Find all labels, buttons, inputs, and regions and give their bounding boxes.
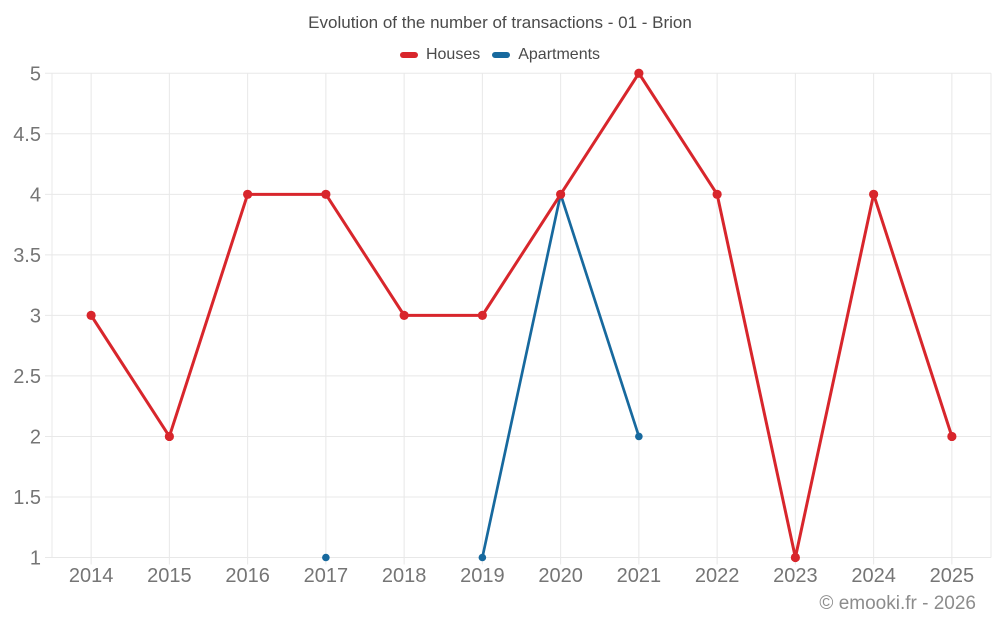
grid [45, 72, 992, 565]
apartments-series-swatch-icon [492, 52, 511, 58]
x-tick-label: 2017 [304, 565, 349, 587]
data-point-houses-2020[interactable] [556, 189, 566, 199]
x-tick-label: 2016 [225, 565, 270, 587]
y-tick-label: 2 [30, 426, 41, 448]
legend-label-apartments: Apartments [518, 46, 601, 63]
x-tick-label: 2021 [617, 565, 662, 587]
y-tick-label: 3.5 [13, 245, 41, 267]
y-tick-label: 2.5 [13, 366, 41, 388]
x-tick-label: 2018 [382, 565, 427, 587]
chart-title: Evolution of the number of transactions … [308, 13, 692, 32]
y-axis-labels: 1 1.5 2 2.5 3 3.5 4 4.5 5 [13, 63, 41, 569]
data-point-houses-2015[interactable] [164, 431, 174, 442]
y-tick-label: 1 [30, 548, 41, 570]
x-tick-label: 2024 [851, 565, 896, 587]
data-point-houses-2017[interactable] [321, 189, 331, 199]
x-tick-label: 2020 [538, 565, 583, 587]
x-tick-label: 2022 [695, 565, 740, 587]
chart-legend: Houses Apartments [0, 46, 1000, 64]
data-point-apartments-2019[interactable] [478, 553, 487, 562]
x-tick-label: 2025 [930, 565, 975, 587]
legend-label-houses: Houses [425, 46, 481, 63]
data-point-houses-2016[interactable] [243, 189, 253, 199]
series-line [89, 71, 954, 559]
data-point-houses-2021[interactable] [634, 68, 644, 78]
y-tick-label: 1.5 [13, 487, 41, 509]
y-tick-label: 5 [30, 63, 41, 85]
data-point-houses-2022[interactable] [712, 189, 722, 199]
series-houses [86, 68, 957, 563]
y-tick-label: 3 [30, 305, 41, 327]
houses-series-swatch-icon [399, 52, 418, 58]
x-tick-label: 2015 [147, 565, 192, 587]
x-tick-label: 2014 [69, 565, 114, 587]
data-point-houses-2025[interactable] [947, 431, 957, 442]
data-point-houses-2023[interactable] [790, 552, 800, 563]
data-point-houses-2024[interactable] [869, 189, 879, 199]
data-point-houses-2014[interactable] [86, 310, 96, 320]
data-point-houses-2019[interactable] [477, 310, 487, 320]
data-point-apartments-2017[interactable] [322, 553, 330, 562]
x-tick-label: 2019 [460, 565, 505, 587]
legend-item-houses[interactable]: Houses [399, 46, 481, 64]
x-axis-labels: 2014 2015 2016 2017 2018 2019 2020 2021 2022 2023… [69, 565, 974, 587]
copyright-notice: © emooki.fr - 2026 [819, 593, 976, 614]
data-point-houses-2018[interactable] [399, 310, 409, 320]
y-tick-label: 4 [30, 184, 41, 206]
data-point-apartments-2021[interactable] [635, 432, 643, 441]
legend-item-apartments[interactable]: Apartments [492, 46, 600, 64]
y-tick-label: 4.5 [13, 124, 41, 146]
x-tick-label: 2023 [773, 565, 818, 587]
